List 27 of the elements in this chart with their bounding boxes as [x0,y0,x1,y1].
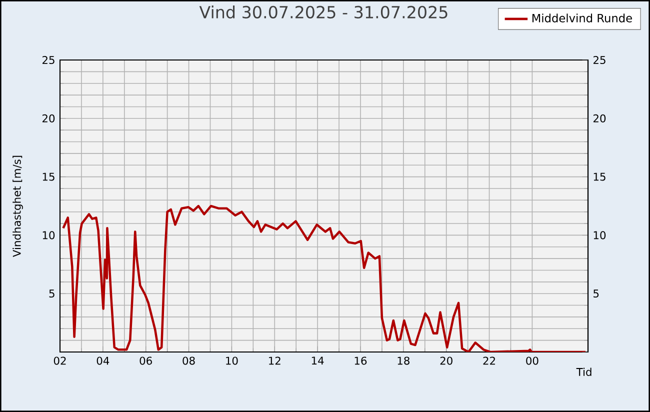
x-tick-label: 12 [269,356,280,365]
x-tick-label: 16 [354,356,367,365]
x-axis-title: Tid [576,368,592,376]
x-tick-label: 14 [312,356,324,364]
y-tick-label: 20 [42,114,55,122]
x-tick-label: 00 [526,356,538,365]
chart-title: Vind 30.07.2025 - 31.07.2025 [199,6,448,18]
x-tick-label: 10 [226,356,238,365]
y2-tick-label: 15 [594,172,606,181]
y-axis-title: Vindhastghet [m/s] [12,156,23,257]
x-tick-label: 20 [440,356,452,365]
y-tick-label: 10 [42,231,55,240]
x-tick-label: 04 [96,356,110,365]
line-series [62,204,587,352]
x-tick-label: 08 [182,356,195,365]
y-tick-label: 25 [42,56,54,64]
y2-tick-label: 5 [594,290,599,298]
y-tick-label: 5 [49,290,54,298]
legend-label: Middelvind Runde [532,14,632,22]
x-tick-label: 18 [398,356,410,365]
y2-tick-label: 10 [594,231,606,240]
y2-tick-label: 25 [593,56,606,64]
x-tick-label: 02 [54,356,66,365]
y-tick-label: 15 [42,172,54,181]
x-tick-label: 22 [483,356,495,365]
x-tick-label: 06 [140,356,152,365]
y2-tick-label: 20 [593,114,606,122]
